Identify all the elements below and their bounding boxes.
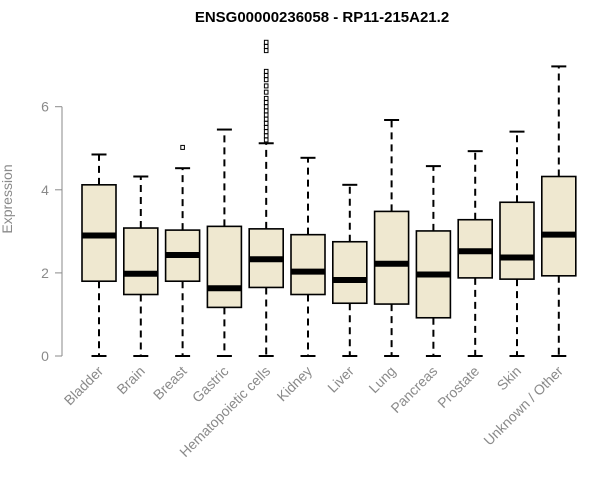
outlier-point [263,73,269,79]
x-tick-label: Brain [113,363,147,397]
outlier-point [263,48,269,54]
x-tick-label: Liver [324,363,357,396]
outlier-point [263,112,269,118]
outlier-point [263,39,269,45]
box-group-5 [290,156,326,357]
box-group-0 [81,153,117,357]
box-body [499,201,535,280]
box-group-3 [206,128,243,357]
box-group-9 [457,150,494,357]
box-body [331,240,368,305]
outlier-point [263,89,269,95]
box-group-10 [499,130,535,357]
box-body [123,227,159,296]
boxes-layer [81,39,577,357]
box-body [540,175,577,277]
outlier-point [263,124,269,130]
outlier-point [263,104,269,110]
x-tick-label: Bladder [61,363,107,409]
y-tick-label: 6 [41,99,49,115]
box-body [206,225,243,309]
outlier-point [263,83,269,89]
box-body [290,233,326,296]
x-tick-label: Breast [150,363,190,403]
box-group-8 [415,165,452,357]
outlier-point [263,129,269,135]
y-tick-label: 0 [41,348,49,364]
outlier-point [263,95,269,101]
x-tick-label: Kidney [274,363,316,405]
y-tick-label: 4 [41,182,49,198]
outlier-point [263,100,269,106]
outlier-point [263,133,269,139]
box-group-6 [331,183,368,357]
box-group-1 [123,175,159,357]
box-body [373,210,410,305]
y-axis: 0 2 4 6 [41,99,63,364]
outlier-point [263,120,269,126]
box-group-4 [248,39,284,357]
outlier-point [263,77,269,83]
x-tick-label: Lung [365,363,398,396]
box-group-2 [164,144,201,357]
outlier-point [263,43,269,49]
y-tick-label: 2 [41,265,49,281]
x-tick-label: Skin [494,363,525,394]
outlier-point [263,137,269,143]
chart-title: ENSG00000236058 - RP11-215A21.2 [195,9,449,26]
outlier-point [263,108,269,114]
x-tick-label: Prostate [434,363,482,411]
y-axis-label: Expression [0,164,15,233]
box-group-11 [540,65,577,357]
outlier-point [263,68,269,74]
x-tick-label: Unknown / Other [480,363,566,449]
outlier-point [180,144,185,150]
outlier-point [263,116,269,122]
box-group-7 [373,118,410,357]
